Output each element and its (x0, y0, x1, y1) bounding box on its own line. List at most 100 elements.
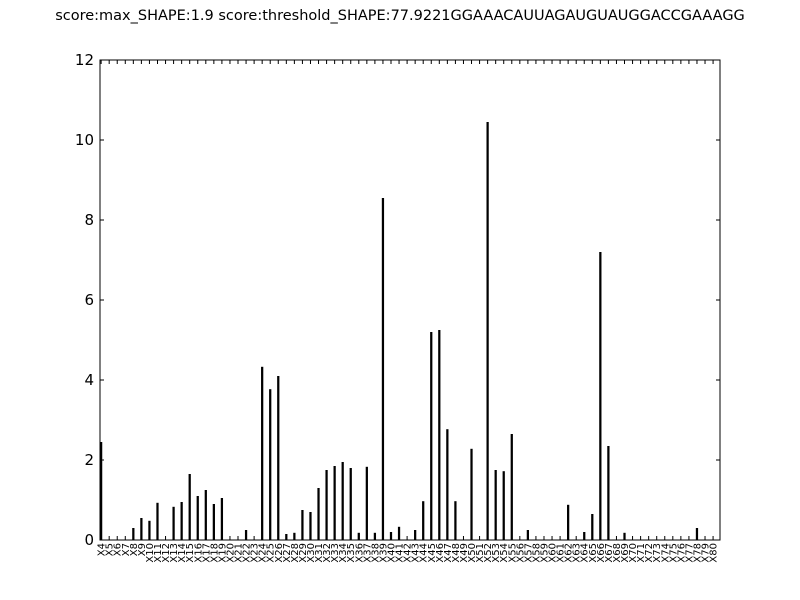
bar (438, 330, 441, 540)
x-tick-label: X12 (161, 543, 172, 563)
x-tick-label: X39 (378, 543, 389, 563)
chart-title: score:max_SHAPE:1.9 score:threshold_SHAP… (55, 8, 745, 24)
x-tick-label: X73 (652, 543, 663, 563)
x-tick-label: X63 (572, 543, 583, 563)
bar (212, 504, 215, 540)
bar (172, 506, 175, 540)
bar (140, 518, 143, 540)
y-tick-label: 10 (75, 131, 94, 149)
x-tick-label: X18 (209, 543, 220, 563)
bar (341, 462, 344, 540)
bar (196, 496, 199, 540)
bar (414, 530, 417, 540)
bar (269, 389, 272, 540)
bar (132, 528, 135, 540)
x-tick-label: X15 (185, 543, 196, 563)
x-tick-label: X37 (362, 543, 373, 563)
x-tick-label: X42 (403, 543, 414, 563)
bar (526, 530, 529, 540)
x-tick-label: X4 (97, 543, 108, 556)
bar (486, 122, 489, 540)
x-tick-label: X46 (435, 543, 446, 563)
bar (365, 466, 368, 540)
x-tick-label: X52 (483, 543, 494, 563)
x-tick-label: X64 (580, 543, 591, 563)
y-tick-label: 4 (84, 371, 94, 389)
bar (446, 429, 449, 540)
x-tick-label: X43 (411, 543, 422, 563)
x-tick-label: X76 (676, 543, 687, 563)
x-tick-label: X75 (668, 543, 679, 563)
x-tick-label: X71 (636, 543, 647, 563)
x-tick-label: X55 (507, 543, 518, 563)
x-tick-label: X11 (153, 543, 164, 563)
bar (100, 442, 103, 540)
x-tick-label: X33 (330, 543, 341, 563)
x-tick-label: X68 (612, 543, 623, 563)
x-tick-label: X32 (322, 543, 333, 563)
bar (494, 470, 497, 540)
x-tick-label: X26 (274, 543, 285, 563)
x-tick-label: X25 (266, 543, 277, 563)
x-tick-label: X51 (475, 543, 486, 563)
x-tick-label: X20 (225, 543, 236, 563)
x-tick-label: X5 (105, 543, 116, 556)
x-tick-label: X40 (386, 543, 397, 563)
x-tick-label: X59 (539, 543, 550, 563)
x-tick-label: X50 (467, 543, 478, 563)
x-tick-label: X47 (443, 543, 454, 563)
bar (454, 501, 457, 540)
x-tick-label: X57 (523, 543, 534, 563)
x-tick-label: X19 (217, 543, 228, 563)
x-tick-label: X28 (290, 543, 301, 563)
bar (156, 502, 159, 540)
x-tick-label: X7 (121, 543, 132, 556)
bar (470, 448, 473, 540)
x-tick-label: X69 (620, 543, 631, 563)
x-tick-label: X62 (564, 543, 575, 563)
x-tick-label: X58 (531, 543, 542, 563)
y-tick-label: 6 (84, 291, 94, 309)
x-tick-label: X56 (515, 543, 526, 563)
x-tick-label: X44 (419, 543, 430, 563)
x-tick-label: X16 (193, 543, 204, 563)
bar (301, 510, 304, 540)
bar (317, 488, 320, 540)
bar (204, 490, 207, 540)
bar (277, 376, 280, 540)
bar (261, 366, 264, 540)
x-tick-label: X8 (129, 543, 140, 556)
x-tick-label: X23 (250, 543, 261, 563)
x-tick-label: X29 (298, 543, 309, 563)
x-tick-label: X13 (169, 543, 180, 563)
x-tick-label: X61 (556, 543, 567, 563)
bar (148, 520, 151, 540)
x-tick-label: X38 (370, 543, 381, 563)
x-tick-label: X66 (596, 543, 607, 563)
plot-frame (99, 59, 721, 541)
bar (599, 252, 602, 540)
bar (567, 504, 570, 540)
bar (607, 446, 610, 540)
x-tick-label: X17 (201, 543, 212, 563)
x-tick-label: X24 (258, 543, 269, 563)
x-tick-label: X14 (177, 543, 188, 563)
bar (180, 502, 183, 540)
y-tick-label: 8 (84, 211, 94, 229)
x-tick-label: X72 (644, 543, 655, 563)
x-tick-label: X80 (709, 543, 720, 563)
bar (333, 466, 336, 540)
x-tick-label: X22 (242, 543, 253, 563)
x-tick-label: X30 (306, 543, 317, 563)
x-tick-label: X36 (354, 543, 365, 563)
bar (430, 332, 433, 540)
bar (397, 526, 401, 540)
bar (510, 434, 513, 540)
y-tick-label: 0 (84, 531, 94, 549)
x-tick-label: X6 (113, 543, 124, 556)
x-tick-label: X41 (395, 543, 406, 563)
x-tick-label: X60 (548, 543, 559, 563)
bar (309, 512, 312, 540)
y-tick-label: 2 (84, 451, 94, 469)
x-tick-label: X48 (451, 543, 462, 563)
